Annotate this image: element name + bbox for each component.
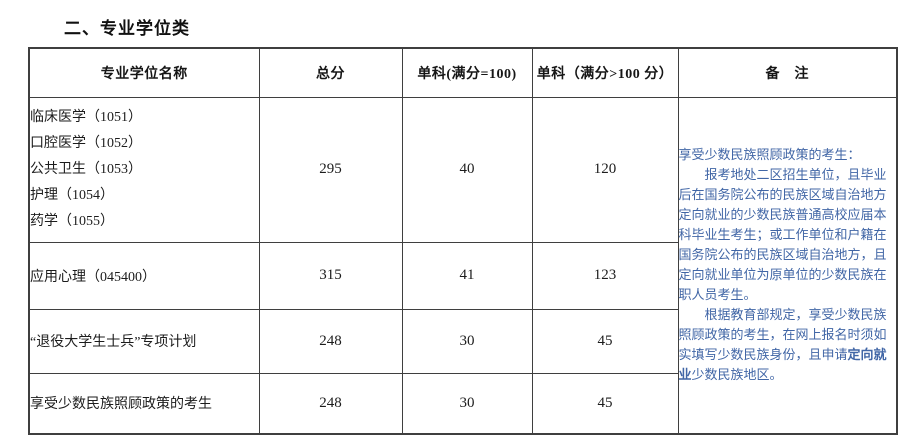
- degree-name-line: 护理（1054）: [30, 187, 114, 203]
- single-100-cell: 41: [401, 241, 533, 310]
- remark-cell: 享受少数民族照顾政策的考生： 报考地处二区招生单位，且毕业后在国务院公布的民族区…: [677, 96, 898, 435]
- table-row-applied-psychology: 应用心理（045400） 315 41 123: [28, 241, 897, 310]
- total-score-cell: 315: [258, 241, 403, 310]
- remark-bold-phrase: 定向就业: [678, 347, 887, 383]
- single-over-100-cell: 45: [531, 308, 679, 374]
- col-header-single-100: 单科(满分=100): [401, 47, 533, 98]
- single-over-100-cell: 120: [531, 96, 679, 243]
- col-header-degree-name: 专业学位名称: [28, 47, 260, 98]
- col-header-total-score: 总分: [258, 47, 403, 98]
- table-row-medical: 临床医学（1051） 口腔医学（1052） 公共卫生（1053） 护理（1054…: [28, 96, 898, 435]
- degree-name-line: 药学（1055）: [30, 213, 114, 229]
- single-100-cell: 30: [401, 308, 533, 374]
- degree-name-line: 临床医学（1051）: [30, 109, 142, 125]
- degree-name-line: 口腔医学（1052）: [30, 135, 142, 151]
- remark-paragraph-2-text: 根据教育部规定，享受少数民族照顾政策的考生，在网上报名时须如实填写少数民族身份，…: [678, 307, 887, 363]
- degree-name-line: 公共卫生（1053）: [30, 161, 142, 177]
- single-over-100-cell: 45: [531, 372, 679, 435]
- remark-paragraph-2-tail: 少数民族地区。: [691, 367, 783, 383]
- total-score-cell: 295: [258, 96, 403, 243]
- score-table: 专业学位名称 总分 单科(满分=100) 单科（满分>100 分） 备 注 临床…: [28, 47, 898, 435]
- total-score-cell: 248: [258, 372, 403, 435]
- degree-name-cell: 应用心理（045400）: [28, 241, 260, 310]
- single-100-cell: 40: [401, 96, 533, 243]
- single-100-cell: 30: [401, 372, 533, 435]
- table-header-row: 专业学位名称 总分 单科(满分=100) 单科（满分>100 分） 备 注: [28, 47, 898, 98]
- col-header-single-over-100: 单科（满分>100 分）: [531, 47, 679, 98]
- section-title: 二、专业学位类: [64, 19, 190, 38]
- degree-name-cell: 临床医学（1051） 口腔医学（1052） 公共卫生（1053） 护理（1054…: [28, 96, 260, 243]
- total-score-cell: 248: [258, 308, 403, 374]
- remark-paragraph-1: 报考地处二区招生单位，且毕业后在国务院公布的民族区域自治地方定向就业的少数民族普…: [678, 167, 887, 303]
- table-row-veteran-plan: “退役大学生士兵”专项计划 248 30 45: [28, 308, 897, 374]
- remark-heading: 享受少数民族照顾政策的考生：: [678, 147, 861, 163]
- degree-name-cell: “退役大学生士兵”专项计划: [28, 308, 260, 374]
- single-over-100-cell: 123: [531, 241, 679, 310]
- degree-name-cell: 享受少数民族照顾政策的考生: [28, 372, 260, 435]
- table-row-minority-policy: 享受少数民族照顾政策的考生 248 30 45: [28, 372, 897, 435]
- remark-paragraph-2: 根据教育部规定，享受少数民族照顾政策的考生，在网上报名时须如实填写少数民族身份，…: [678, 305, 896, 385]
- col-header-remark: 备 注: [677, 47, 898, 98]
